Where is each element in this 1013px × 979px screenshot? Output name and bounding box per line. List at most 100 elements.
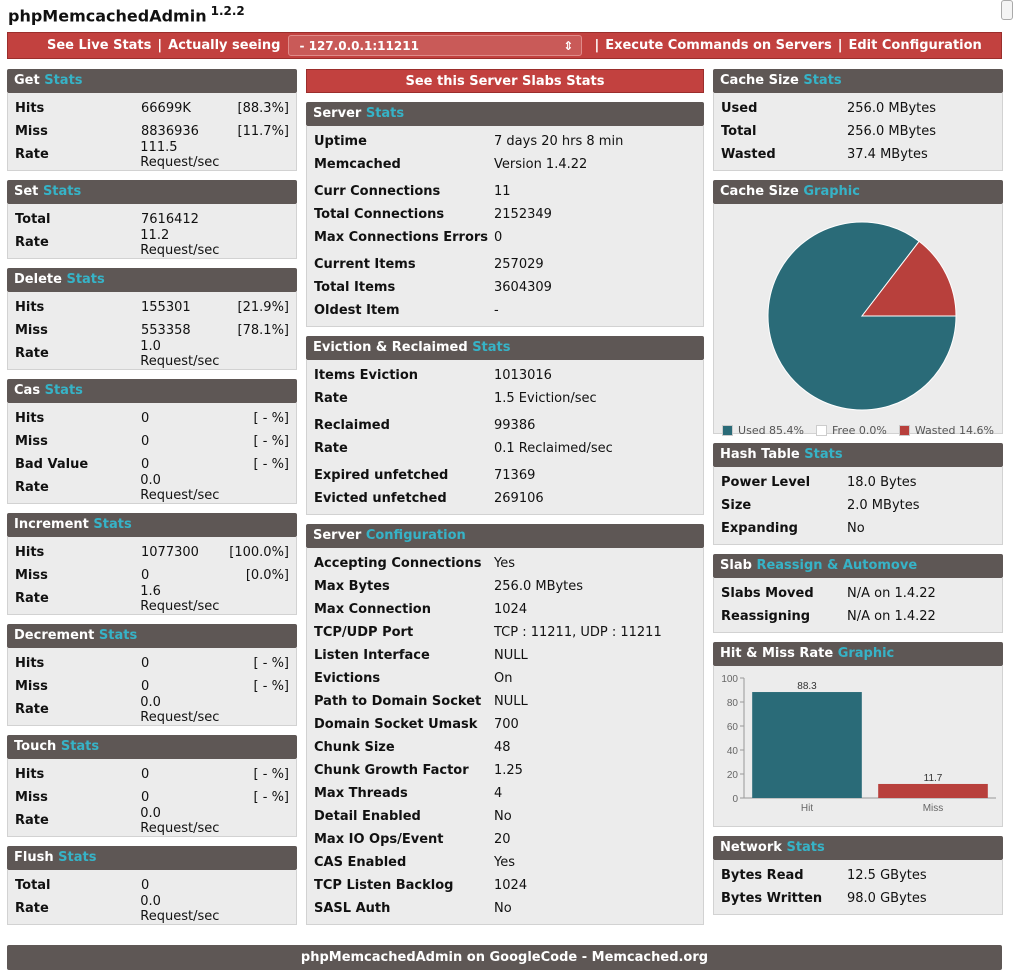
panel-accent-link[interactable]: Stats <box>58 850 97 865</box>
stat-value: 269106 <box>494 491 544 506</box>
stat-value: 1.5 Eviction/sec <box>494 391 597 406</box>
stat-label: Detail Enabled <box>314 809 421 824</box>
bar-miss <box>878 783 988 798</box>
panel-accent-link[interactable]: Graphic <box>837 646 895 661</box>
panel-title: Network <box>720 840 782 855</box>
stat-label: Max Threads <box>314 786 408 801</box>
stat-percent: [78.1%] <box>237 323 289 338</box>
panel-hash-table-stats: Hash Table Stats Power Level 18.0 Bytes … <box>713 443 1003 545</box>
stat-label: Evictions <box>314 671 381 686</box>
stat-label: Hits <box>15 545 45 560</box>
execute-commands-link[interactable]: Execute Commands on Servers <box>605 38 832 53</box>
panel-accent-link[interactable]: Stats <box>44 383 83 398</box>
panel-title: Get <box>14 73 40 88</box>
stat-label: Rate <box>314 441 348 456</box>
stat-value: 0 <box>141 411 150 426</box>
bar-chart: 0 20 40 60 80 100 88.3 Hit 11.7 Miss <box>721 674 996 814</box>
stat-label: Power Level <box>721 475 811 490</box>
stat-value: 20 <box>494 832 511 847</box>
stat-label: Rate <box>15 346 49 361</box>
stat-label: Miss <box>15 679 48 694</box>
stat-label: Rate <box>15 480 49 495</box>
panel-accent-link[interactable]: Configuration <box>365 528 466 543</box>
panel-body: Total 7616412 Rate 11.2 Request/sec <box>7 204 297 259</box>
panel-server: Server Stats Uptime 7 days 20 hrs 8 min … <box>306 102 704 327</box>
panel-accent-link[interactable]: Stats <box>472 340 511 355</box>
pie-slice-2 <box>860 240 957 317</box>
panel-accent-link[interactable]: Stats <box>42 184 82 199</box>
panel-accent-link[interactable]: Stats <box>66 272 105 287</box>
panel-title: Server <box>313 528 362 543</box>
stat-row: Rate 0.0 Request/sec <box>15 473 289 503</box>
stat-value: 8836936 <box>141 124 199 139</box>
stat-value: 700 <box>494 717 519 732</box>
stat-row: Miss 0 [ - %] <box>15 675 289 698</box>
stat-value: 1024 <box>494 878 528 893</box>
panel-accent-link[interactable]: Stats <box>60 739 100 754</box>
panel-accent-link[interactable]: Stats <box>93 517 132 532</box>
bar-value-label: 88.3 <box>797 681 817 692</box>
stat-row: Current Items 257029 <box>314 253 696 276</box>
panel-header: Cache Size Graphic <box>713 180 1003 204</box>
panel-accent-link[interactable]: Stats <box>44 73 83 88</box>
stat-value: 4 <box>494 786 503 801</box>
panel-set-stats: Set Stats Total 7616412 Rate 11.2 Reques… <box>7 180 297 259</box>
stat-row: Miss 0 [ - %] <box>15 430 289 453</box>
server-select[interactable]: - 127.0.0.1:11211 ⇕ <box>288 35 583 56</box>
panel-title: Touch <box>14 739 57 754</box>
panel-accent-link[interactable]: Stats <box>804 447 843 462</box>
stat-value: 0 <box>141 878 150 893</box>
stat-row: Hits 0 [ - %] <box>15 652 289 675</box>
panel-accent-link[interactable]: Reassign & Automove <box>756 558 918 573</box>
stat-value: 11 <box>494 184 511 199</box>
panel-eviction: Eviction & Reclaimed Stats Items Evictio… <box>306 336 704 515</box>
panel-accent-link[interactable]: Graphic <box>803 184 860 199</box>
live-stats-link[interactable]: See Live Stats <box>47 38 152 53</box>
x-tick-label: Hit <box>801 803 813 814</box>
stat-row: Max Bytes 256.0 MBytes <box>314 575 696 598</box>
panel-accent-link[interactable]: Stats <box>365 106 405 121</box>
stat-row: Wasted 37.4 MBytes <box>721 143 995 166</box>
panel-body: Hits 66699K [88.3%] Miss 8836936 [11.7%]… <box>7 93 297 171</box>
panel-accent-link[interactable]: Stats <box>98 628 138 643</box>
stat-value: 0.0 Request/sec <box>140 472 220 503</box>
panel-increment-stats: Increment Stats Hits 1077300 [100.0%] Mi… <box>7 513 297 615</box>
stat-row: Total Connections 2152349 <box>314 203 696 226</box>
bar-chart-container: 0 20 40 60 80 100 88.3 Hit 11.7 Miss <box>713 666 1003 827</box>
slabs-stats-button[interactable]: See this Server Slabs Stats <box>306 69 704 93</box>
stat-label: CAS Enabled <box>314 855 407 870</box>
stat-label: Accepting Connections <box>314 556 482 571</box>
panel-accent-link[interactable]: Stats <box>786 840 825 855</box>
stat-percent: [ - %] <box>253 767 289 782</box>
edit-configuration-link[interactable]: Edit Configuration <box>848 38 982 53</box>
panel-accent-link[interactable]: Stats <box>803 73 842 88</box>
stat-row: Rate 11.2 Request/sec <box>15 228 289 258</box>
stat-label: Rate <box>15 901 49 916</box>
stat-value: 11.2 Request/sec <box>140 227 220 258</box>
stat-value: 257029 <box>494 257 544 272</box>
stat-percent: [0.0%] <box>245 568 289 583</box>
y-tick-label: 0 <box>732 794 738 805</box>
footer[interactable]: phpMemcachedAdmin on GoogleCode - Memcac… <box>7 945 1002 970</box>
stat-value: No <box>847 521 865 536</box>
stat-row: Miss 0 [0.0%] <box>15 564 289 587</box>
stat-value: 256.0 MBytes <box>847 124 937 139</box>
stat-label: Max Bytes <box>314 579 390 594</box>
stat-label: Curr Connections <box>314 184 441 199</box>
stat-value: Version 1.4.22 <box>494 157 588 172</box>
panel-config: Server Configuration Accepting Connectio… <box>306 524 704 925</box>
panel-network-stats: Network Stats Bytes Read 12.5 GBytes Byt… <box>713 836 1003 915</box>
stat-value: 98.0 GBytes <box>847 891 927 906</box>
stat-value: 48 <box>494 740 511 755</box>
stat-percent: [ - %] <box>253 434 289 449</box>
stat-label: Total <box>15 878 51 893</box>
nav-separator: | <box>157 38 163 53</box>
stat-value: 3604309 <box>494 280 552 295</box>
stat-value: 0 <box>141 568 150 583</box>
stat-value: 0.1 Reclaimed/sec <box>494 441 613 456</box>
scrollbar-thumb[interactable] <box>1001 0 1013 20</box>
stat-label: Total <box>721 124 757 139</box>
stat-label: Bytes Written <box>721 891 823 906</box>
stat-row: Chunk Size 48 <box>314 736 696 759</box>
stat-value: NULL <box>494 694 528 709</box>
